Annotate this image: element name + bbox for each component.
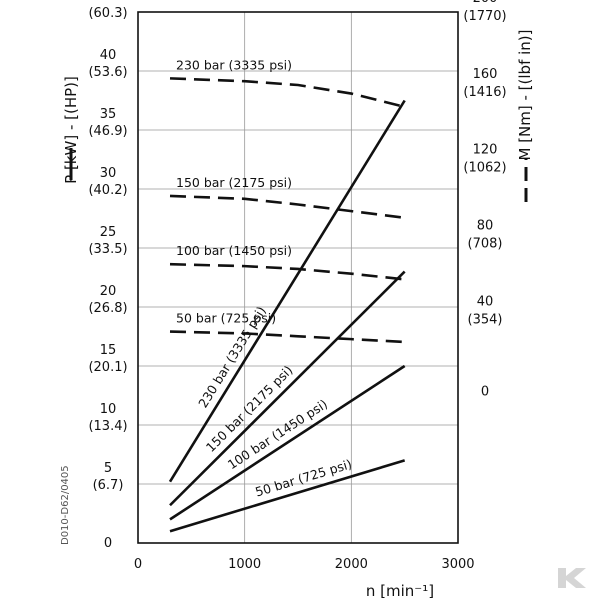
torque-series-label: 50 bar (725 psi) [176,311,276,326]
y-axis-title: P [kW] - [(HP)] [62,76,80,184]
y2-tick-label-lbf: (1416) [463,85,506,100]
y-tick-label-hp: (26.8) [88,301,127,316]
y2-tick-label-nm: 80 [477,219,494,234]
y-tick-label-hp: (20.1) [88,360,127,375]
y2-axis-title: M [Nm] - [(lbf in)] [516,29,534,160]
y2-tick-label-lbf: (354) [468,312,503,327]
y2-tick-label-lbf: (708) [468,237,503,252]
y2-tick-label-nm: 160 [473,67,498,82]
y2-tick-label-nm: 0 [481,384,489,399]
power-line [169,364,406,521]
y-tick-label-hp: (6.7) [93,478,124,493]
y-tick-label-hp: (40.2) [88,183,127,198]
y-tick-label-hp: (60.3) [88,6,127,21]
chart-marks [168,77,406,533]
drawing-code: D010-D62/0405 [60,465,71,545]
torque-line [169,330,405,344]
y-tick-label-kw: 10 [100,402,117,417]
y-tick-label-kw: 45 [100,0,117,4]
y-tick-label-kw: 0 [104,536,112,551]
x-tick-label: 3000 [441,557,474,572]
y-tick-label-kw: 40 [100,48,117,63]
y2-tick-label-nm: 200 [473,0,498,6]
y-tick-label-hp: (53.6) [88,65,127,80]
brand-logo-mark [558,568,586,588]
y-tick-label-kw: 20 [100,284,117,299]
x-tick-label: 2000 [335,557,368,572]
grid [137,11,459,544]
torque-series-label: 230 bar (3335 psi) [176,57,292,72]
torque-series-label: 100 bar (1450 psi) [176,243,292,258]
y2-tick-label-nm: 40 [477,294,494,309]
torque-line [169,194,405,220]
y-tick-label-kw: 25 [100,225,117,240]
brand-logo [558,568,586,588]
y-tick-label-hp: (13.4) [88,419,127,434]
y2-tick-label-lbf: (1770) [463,9,506,24]
y2-tick-label-nm: 120 [473,143,498,158]
x-tick-label: 1000 [228,557,261,572]
power-line [169,270,406,507]
x-tick-label: 0 [134,557,142,572]
y2-tick-label-lbf: (1062) [463,161,506,176]
y-tick-label-kw: 15 [100,343,117,358]
plot-frame [137,11,459,544]
power-line [169,459,406,533]
torque-series-label: 150 bar (2175 psi) [176,175,292,190]
torque-line [169,262,405,281]
y-tick-label-hp: (33.5) [88,242,127,257]
torque-line [169,77,405,109]
power-line [168,99,406,483]
y-tick-label-kw: 35 [100,107,117,122]
power-series-label: 50 bar (725 psi) [253,456,353,499]
y-tick-label-kw: 30 [100,166,117,181]
y-tick-label-kw: 5 [104,461,112,476]
x-axis-title: n [min⁻¹] [366,582,434,600]
y-tick-label-hp: (46.9) [88,124,127,139]
